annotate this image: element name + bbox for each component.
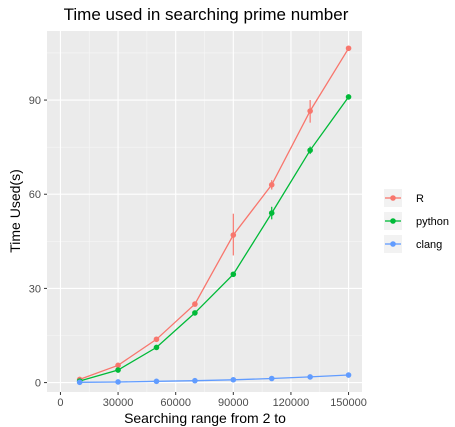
y-axis-title: Time Used(s): [7, 169, 23, 253]
data-point: [268, 375, 275, 382]
x-tick-label: 90000: [218, 397, 249, 409]
legend-item-python: python: [384, 212, 449, 230]
data-point: [307, 374, 313, 380]
axis-layer: 0 30000 60000 90000 120000 150000 0 30 60 90: [29, 95, 367, 409]
series-R: [76, 45, 352, 383]
legend-label: python: [416, 216, 449, 228]
data-point: [192, 310, 198, 316]
legend-key-point: [390, 218, 396, 224]
x-tick-label: 60000: [160, 397, 191, 409]
data-point: [115, 367, 121, 373]
grid-lines: [47, 31, 362, 392]
y-tick-label: 0: [35, 378, 41, 390]
x-tick-label: 0: [57, 397, 63, 409]
legend-key-point: [390, 195, 396, 201]
data-point: [153, 378, 160, 385]
y-tick-label: 30: [29, 283, 41, 295]
legend-key-point: [390, 241, 396, 247]
series-line: [79, 96, 350, 382]
data-point: [345, 372, 352, 378]
data-point: [192, 301, 198, 307]
y-tick-label: 90: [29, 95, 41, 107]
legend-label: clang: [416, 239, 442, 251]
series-layer: [76, 45, 352, 386]
data-point: [115, 379, 121, 385]
data-point: [230, 232, 237, 238]
x-tick-label: 30000: [103, 397, 134, 409]
legend-item-R: R: [384, 189, 424, 207]
x-tick-label: 120000: [273, 397, 310, 409]
x-tick-label: 150000: [330, 397, 367, 409]
x-axis-title: Searching range from 2 to: [124, 410, 286, 426]
data-point: [230, 271, 237, 278]
data-point: [268, 182, 275, 188]
data-point: [192, 377, 198, 384]
series-clang: [76, 372, 352, 386]
legend-label: R: [416, 193, 424, 205]
data-point: [76, 379, 83, 386]
data-point: [268, 210, 275, 216]
data-point: [307, 147, 313, 154]
data-point: [230, 376, 237, 383]
data-point: [153, 344, 160, 351]
legend-item-clang: clang: [384, 235, 442, 253]
series-python: [76, 94, 352, 384]
data-point: [345, 94, 352, 100]
series-line: [79, 374, 349, 383]
data-point: [115, 362, 121, 369]
data-point: [345, 45, 352, 52]
data-point: [307, 108, 313, 114]
y-tick-label: 60: [29, 189, 41, 201]
chart-title: Time used in searching prime number: [64, 5, 349, 24]
series-line: [79, 47, 350, 381]
data-point: [153, 336, 160, 343]
